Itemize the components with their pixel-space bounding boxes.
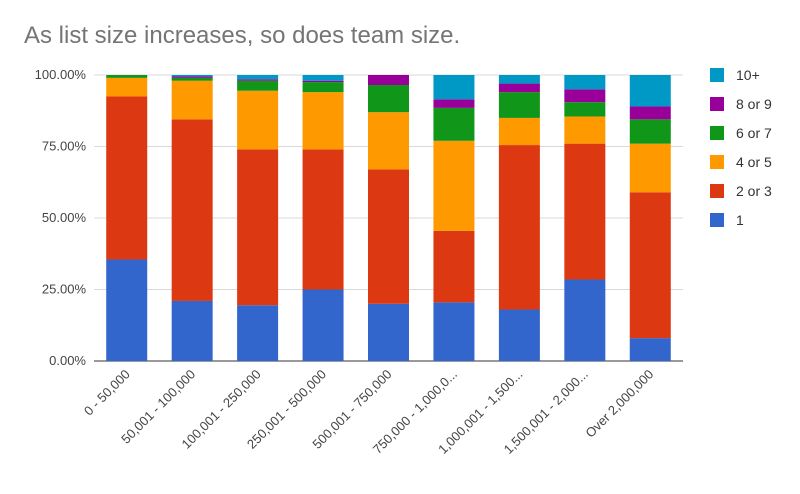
bar-segment [171, 119, 213, 301]
bar-segment [498, 309, 540, 361]
bar-segment [433, 99, 475, 108]
bar-segment [237, 79, 279, 81]
bar-segment [498, 145, 540, 310]
bar-segment [237, 90, 279, 150]
bar-segment [629, 338, 671, 361]
legend-swatch [710, 155, 724, 169]
x-tick-label: Over 2,000,000 [582, 367, 656, 441]
legend-swatch [710, 68, 724, 82]
bar-segment [368, 303, 409, 361]
bar-segment [564, 279, 606, 361]
bar-segment [302, 149, 344, 290]
bar-segment [498, 117, 540, 146]
bar-segment [237, 149, 279, 306]
bar-segment [171, 77, 213, 81]
bar-segment [302, 92, 344, 150]
bars [106, 75, 671, 361]
bar-segment [498, 75, 540, 84]
bar-segment [237, 75, 279, 80]
bar-segment [302, 75, 344, 81]
legend-label: 1 [736, 212, 744, 228]
legend-swatch [710, 184, 724, 198]
bar-segment [106, 75, 148, 78]
legend-label: 10+ [736, 67, 760, 83]
y-tick-label: 75.00% [42, 139, 87, 154]
bar-segment [106, 259, 148, 361]
bar-segment [564, 102, 606, 117]
legend-label: 6 or 7 [736, 125, 772, 141]
legend-swatch [710, 97, 724, 111]
bar-segment [629, 119, 671, 144]
bar-segment [302, 289, 344, 361]
bar-segment [368, 85, 409, 113]
y-tick-label: 100.00% [35, 67, 87, 82]
bar-segment [368, 112, 409, 170]
bar-segment [106, 96, 148, 260]
bar-segment [433, 107, 475, 141]
bar-segment [171, 75, 213, 77]
bar-segment [106, 77, 148, 97]
bar-segment [433, 140, 475, 231]
bar-segment [171, 300, 213, 361]
bar-segment [564, 116, 606, 144]
bar-segment [171, 76, 213, 78]
bar-segment [237, 305, 279, 361]
legend-swatch [710, 126, 724, 140]
chart-title: As list size increases, so does team siz… [24, 22, 461, 49]
y-tick-label: 50.00% [42, 210, 87, 225]
legend-label: 8 or 9 [736, 96, 772, 112]
bar-segment [237, 80, 279, 91]
bar-segment [302, 80, 344, 83]
bar-segment [564, 143, 606, 280]
bar-segment [564, 75, 606, 90]
bar-segment [629, 106, 671, 120]
legend-label: 4 or 5 [736, 154, 772, 170]
bar-segment [433, 75, 475, 100]
bar-segment [629, 75, 671, 107]
bar-segment [433, 302, 475, 361]
bar-segment [368, 169, 409, 304]
bar-segment [171, 80, 213, 120]
bar-segment [564, 89, 606, 103]
bar-segment [629, 143, 671, 193]
legend: 10+ 8 or 9 6 or 7 4 or 5 2 or 3 1 [710, 67, 772, 228]
x-tick-label: 0 - 50,000 [81, 367, 133, 419]
y-tick-label: 0.00% [49, 353, 86, 368]
legend-swatch [710, 213, 724, 227]
bar-segment [433, 230, 475, 303]
y-axis-ticks: 0.00% 25.00% 50.00% 75.00% 100.00% [35, 67, 87, 368]
legend-label: 2 or 3 [736, 183, 772, 199]
bar-segment [498, 83, 540, 93]
bar-segment [498, 92, 540, 118]
bar-segment [368, 75, 409, 86]
bar-segment [302, 82, 344, 93]
y-tick-label: 25.00% [42, 282, 87, 297]
bar-segment [629, 192, 671, 339]
